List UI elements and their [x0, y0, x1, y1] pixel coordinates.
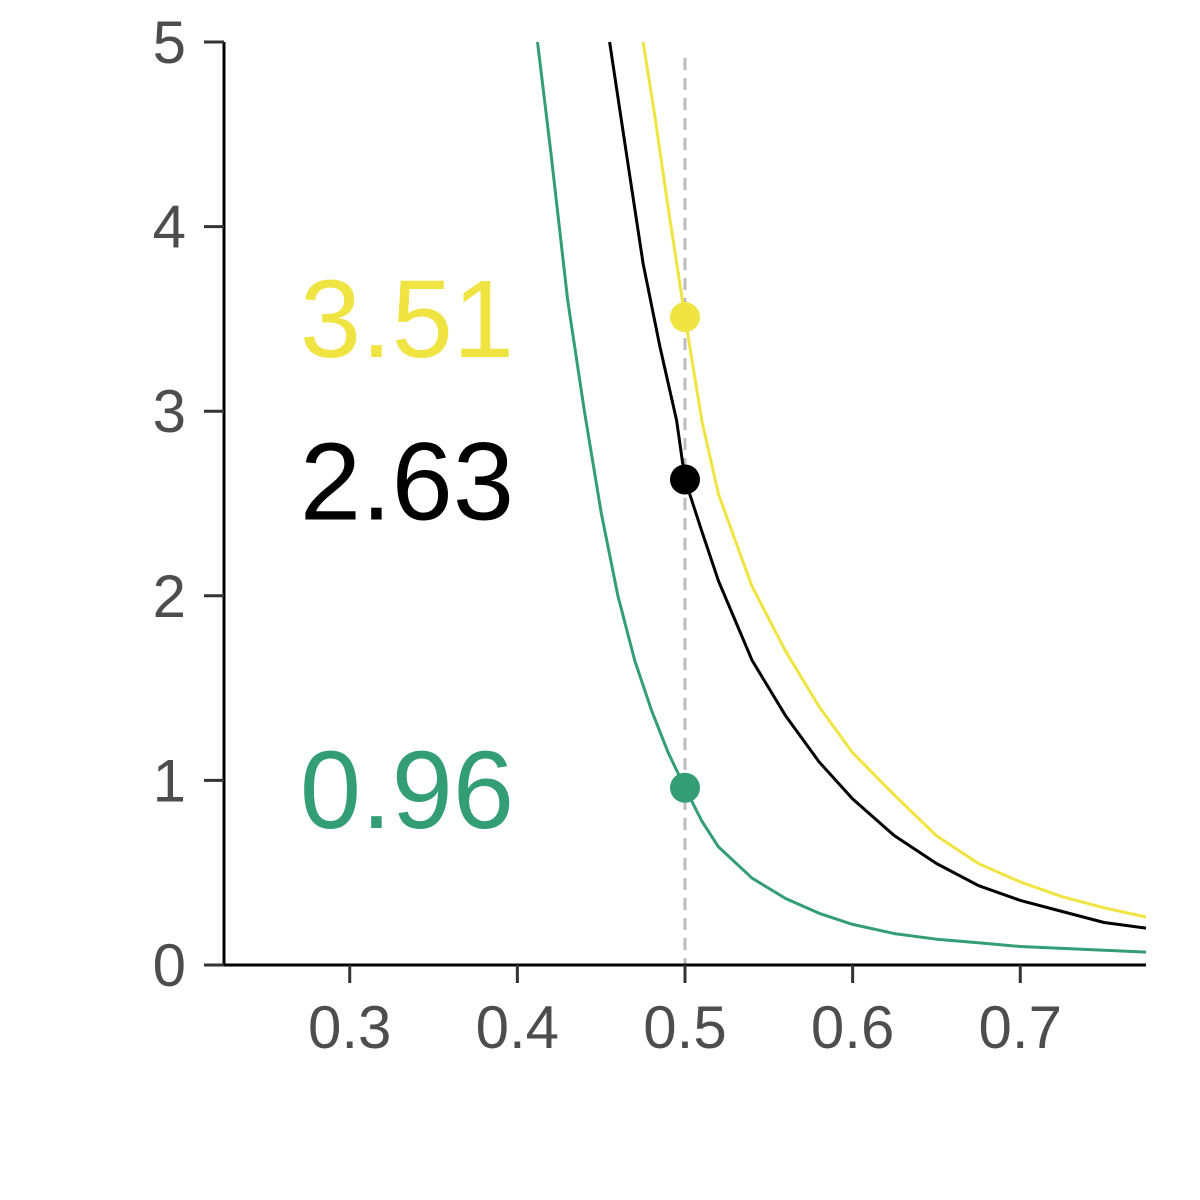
x-tick-label: 0.5 — [643, 994, 726, 1061]
value-label-1: 2.63 — [300, 421, 514, 544]
highlight-point-2 — [670, 772, 700, 803]
y-tick-label: 4 — [153, 194, 186, 261]
series-line-2 — [536, 41, 1147, 954]
y-tick-label: 1 — [153, 747, 186, 814]
x-tick-label: 0.6 — [811, 994, 894, 1061]
highlight-point-0 — [670, 302, 700, 333]
x-tick-label: 0.4 — [476, 994, 559, 1061]
x-tick-label: 0.3 — [308, 994, 391, 1061]
value-labels-layer: 3.51 2.63 0.96 — [300, 258, 514, 852]
series-line-0 — [641, 41, 1147, 919]
highlight-points-layer — [670, 302, 700, 803]
series-line-1 — [608, 41, 1147, 930]
value-label-0: 3.51 — [300, 258, 514, 381]
y-tick-label: 0 — [153, 932, 186, 999]
series-layer — [536, 41, 1147, 954]
x-tick-label: 0.7 — [979, 994, 1062, 1061]
highlight-point-1 — [670, 464, 700, 495]
value-label-2: 0.96 — [300, 729, 514, 852]
axes-layer: 0.3 0.4 0.5 0.6 0.7 0 1 2 3 4 5 — [153, 9, 1146, 1061]
y-tick-label: 2 — [153, 563, 186, 630]
y-tick-label: 3 — [153, 378, 186, 445]
y-tick-label: 5 — [153, 9, 186, 76]
